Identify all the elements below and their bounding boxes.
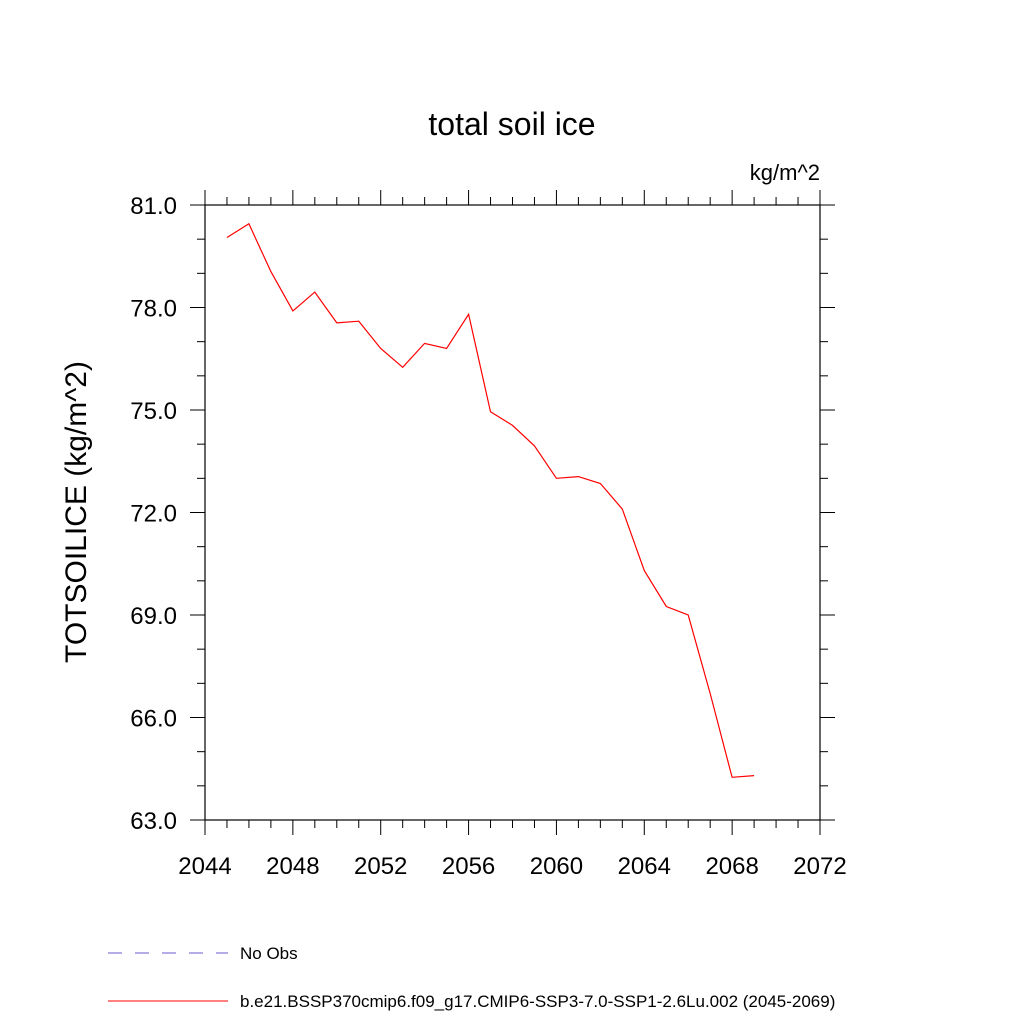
x-tick-label: 2048	[266, 853, 319, 880]
y-tick-label: 69.0	[130, 603, 177, 630]
x-tick-label: 2044	[178, 853, 231, 880]
units-label: kg/m^2	[750, 160, 820, 185]
x-tick-label: 2056	[442, 853, 495, 880]
y-axis-label: TOTSOILICE (kg/m^2)	[60, 361, 93, 663]
y-tick-label: 75.0	[130, 398, 177, 425]
x-tick-label: 2064	[618, 853, 671, 880]
x-tick-label: 2068	[705, 853, 758, 880]
legend-label: No Obs	[240, 944, 298, 963]
y-tick-label: 66.0	[130, 706, 177, 733]
legend-label: b.e21.BSSP370cmip6.f09_g17.CMIP6-SSP3-7.…	[240, 992, 835, 1011]
series-line	[226, 222, 755, 778]
y-tick-label: 81.0	[130, 193, 177, 220]
x-tick-label: 2072	[793, 853, 846, 880]
tick-labels: 2044 2048 2052 2056 2060 2064 2068 2072 63.0 66.0…	[130, 193, 846, 880]
chart-title: total soil ice	[428, 106, 595, 142]
plot-frame	[204, 204, 821, 821]
x-tick-label: 2052	[354, 853, 407, 880]
axis-ticks	[190, 190, 835, 835]
y-tick-label: 78.0	[130, 296, 177, 323]
y-tick-label: 72.0	[130, 501, 177, 528]
x-tick-label: 2060	[530, 853, 583, 880]
series-lines	[226, 222, 755, 778]
y-tick-label: 63.0	[130, 808, 177, 835]
legend: No Obs b.e21.BSSP370cmip6.f09_g17.CMIP6-S…	[108, 944, 835, 1011]
